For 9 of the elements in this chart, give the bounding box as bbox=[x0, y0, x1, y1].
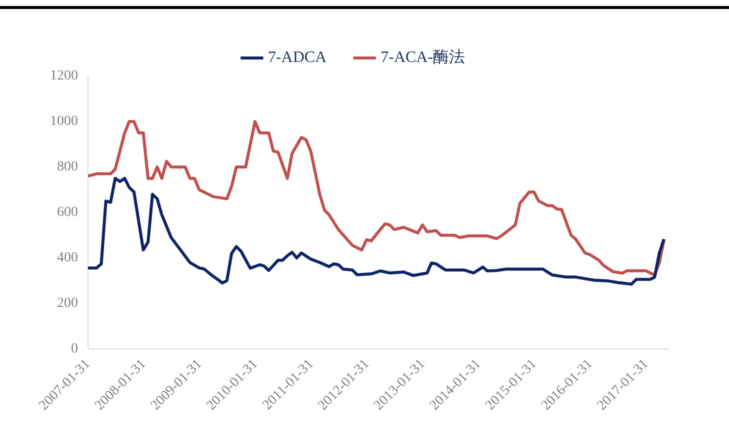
y-tick-label: 400 bbox=[57, 250, 78, 266]
y-tick-label: 200 bbox=[57, 296, 78, 312]
y-tick-label: 1000 bbox=[50, 114, 78, 130]
y-tick-label: 800 bbox=[57, 160, 78, 175]
y-tick-label: 600 bbox=[57, 205, 78, 220]
legend-label: 7-ACA-酶法 bbox=[380, 48, 466, 66]
y-tick-label: 0 bbox=[71, 342, 78, 357]
y-tick-label: 1200 bbox=[50, 68, 78, 84]
legend-label: 7-ADCA bbox=[268, 49, 328, 66]
